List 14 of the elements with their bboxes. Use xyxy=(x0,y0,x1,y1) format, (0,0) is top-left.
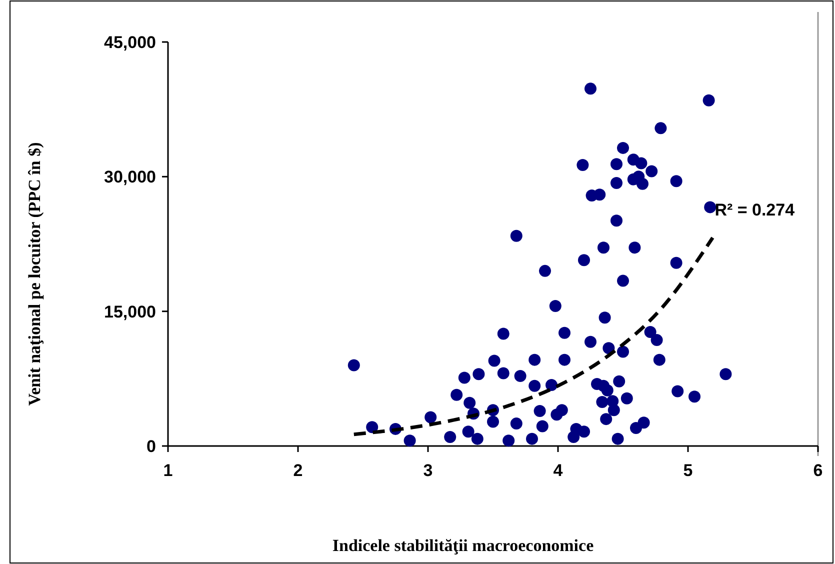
y-tick-label: 0 xyxy=(146,436,156,456)
y-axis-title: Venit naţional pe locuitor (PPC în $) xyxy=(25,142,44,406)
y-tick-label: 15,000 xyxy=(104,302,156,322)
annotation: R² = 0.274 xyxy=(714,200,796,220)
y-tick-label: 30,000 xyxy=(104,168,156,187)
y-tick-label: 45,000 xyxy=(104,32,156,52)
x-tick-label: 3 xyxy=(423,461,433,480)
x-tick-label: 6 xyxy=(813,461,823,480)
x-tick-label: 5 xyxy=(683,461,693,480)
x-tick-label: 4 xyxy=(553,461,564,480)
x-axis-title: Indicele stabilităţii macroeconomice xyxy=(332,536,594,555)
x-tick-label: 1 xyxy=(163,461,173,480)
line-series xyxy=(352,236,714,436)
x-tick-label: 2 xyxy=(293,461,303,480)
